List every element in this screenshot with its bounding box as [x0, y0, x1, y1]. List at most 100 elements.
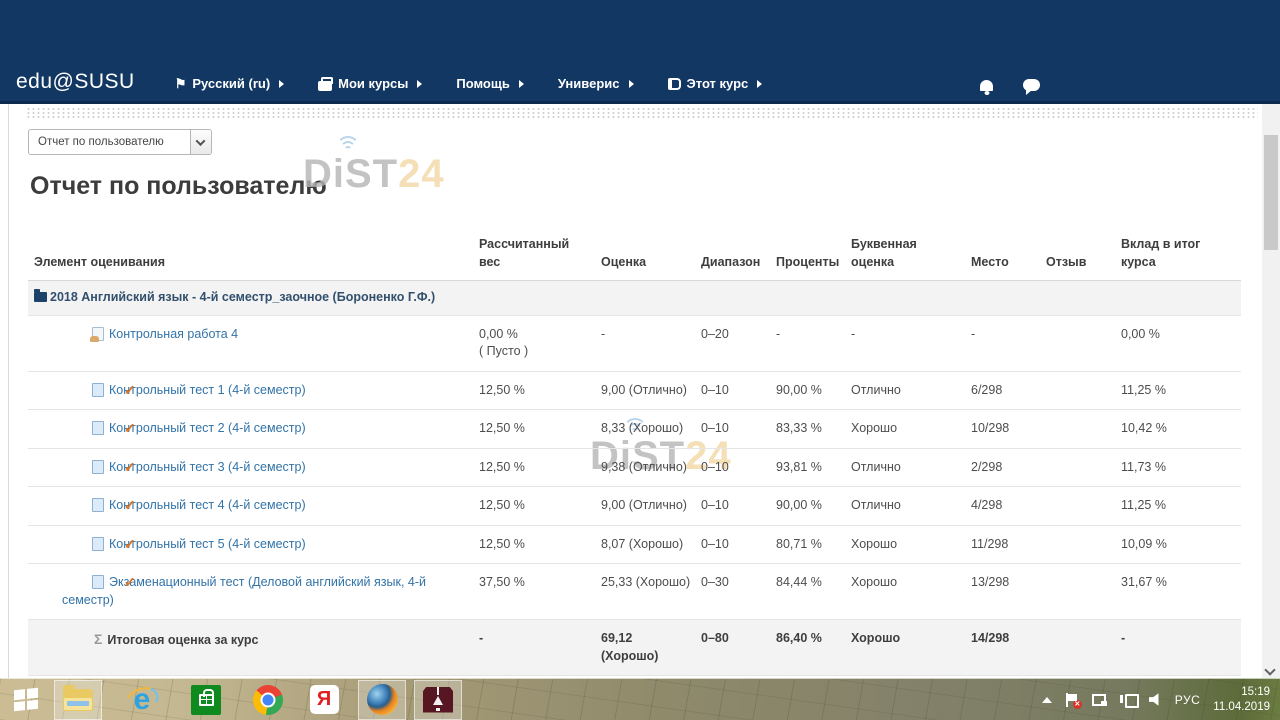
- cell-letter: Отлично: [851, 486, 971, 526]
- internet-explorer-icon: e: [121, 682, 163, 717]
- nav-language[interactable]: ⚑ Русский (ru): [174, 76, 285, 91]
- cell-grade: 8,33 (Хорошо): [601, 409, 701, 449]
- cell-letter: Хорошо: [851, 409, 971, 449]
- cell-contribution: 11,73 %: [1121, 448, 1241, 488]
- cell-range: 0–10: [701, 409, 776, 449]
- tray-date: 11.04.2019: [1213, 700, 1270, 713]
- cell-rank: 13/298: [971, 563, 1046, 621]
- cell-feedback: [1046, 315, 1121, 372]
- cell-contribution: 10,09 %: [1121, 525, 1241, 565]
- tray-expand-icon[interactable]: [1041, 696, 1052, 703]
- file-explorer-icon: [63, 684, 93, 711]
- cell-rank: 2/298: [971, 448, 1046, 488]
- notifications-bell-icon[interactable]: [980, 79, 993, 91]
- start-button[interactable]: [0, 680, 52, 720]
- cell-letter: Отлично: [851, 448, 971, 488]
- yandex-browser-button[interactable]: Я: [300, 680, 348, 720]
- cell-contribution: 11,25 %: [1121, 371, 1241, 411]
- windows-taskbar: e Я ✕ РУС 15:19 11.04.2019: [0, 678, 1280, 720]
- book-icon: [667, 77, 681, 90]
- item-link[interactable]: Контрольный тест 4 (4-й семестр): [109, 498, 306, 513]
- quiz-icon: [92, 419, 136, 439]
- cell-rank: 10/298: [971, 409, 1046, 449]
- cell-contribution: 0,00 %: [1121, 315, 1241, 372]
- quiz-icon: [92, 496, 136, 516]
- course-total-row: Σ Итоговая оценка за курс - 69,12 (Хорошо)…: [28, 619, 1241, 677]
- cell-feedback: [1046, 409, 1121, 449]
- category-row: 2018 Английский язык - 4-й семестр_заочн…: [28, 280, 1241, 316]
- cell-grade: -: [601, 315, 701, 372]
- scrollbar-down-arrow-icon[interactable]: [1264, 664, 1276, 676]
- col-grade-item: Элемент оценивания: [28, 231, 479, 282]
- firefox-button[interactable]: [358, 679, 406, 720]
- cell-percent: 90,00 %: [776, 486, 851, 526]
- cell-range: 0–10: [701, 486, 776, 526]
- flag-icon: ⚑: [174, 76, 187, 91]
- cell-range: 0–30: [701, 563, 776, 621]
- item-link[interactable]: Экзаменационный тест (Деловой английский…: [62, 575, 427, 607]
- cell-grade: 8,07 (Хорошо): [601, 525, 701, 565]
- cell-rank: 4/298: [971, 486, 1046, 526]
- col-contribution: Вклад в итог курса: [1121, 231, 1241, 282]
- cell-range: 0–10: [701, 525, 776, 565]
- cell-feedback: [1046, 563, 1121, 621]
- tray-time: 15:19: [1241, 686, 1270, 699]
- cell-weight: 12,50 %: [479, 525, 601, 565]
- vertical-scrollbar[interactable]: [1262, 104, 1280, 678]
- system-tray: ✕ РУС 15:19 11.04.2019: [1041, 685, 1280, 714]
- nav-this-course[interactable]: Этот курс: [667, 76, 763, 91]
- site-header: edu@SUSU ⚑ Русский (ru) Мои курсы Помощь…: [0, 0, 1280, 104]
- chrome-button[interactable]: [244, 680, 292, 720]
- scrollbar-thumb[interactable]: [1264, 135, 1278, 250]
- item-link[interactable]: Контрольный тест 1 (4-й семестр): [109, 382, 306, 397]
- briefcase-icon: [318, 76, 334, 91]
- report-type-select[interactable]: Отчет по пользователю: [28, 129, 212, 155]
- messages-chat-icon[interactable]: [1023, 79, 1040, 95]
- cell-percent: 93,81 %: [776, 448, 851, 488]
- cell-percent: 80,71 %: [776, 525, 851, 565]
- table-row: Контрольный тест 4 (4-й семестр) 12,50 %…: [28, 486, 1241, 526]
- cell-range: 0–80: [701, 619, 776, 677]
- action-center-flag-icon[interactable]: ✕: [1065, 692, 1082, 709]
- cell-grade: 9,00 (Отлично): [601, 371, 701, 411]
- table-row: Экзаменационный тест (Деловой английский…: [28, 563, 1241, 621]
- nav-my-courses[interactable]: Мои курсы: [318, 76, 423, 91]
- site-logo[interactable]: edu@SUSU: [16, 70, 135, 93]
- cell-feedback: [1046, 486, 1121, 526]
- select-dropdown-button[interactable]: [189, 130, 211, 154]
- taskbar-clock[interactable]: 15:19 11.04.2019: [1213, 685, 1270, 714]
- battery-icon[interactable]: [1119, 694, 1139, 708]
- archive-app-button[interactable]: [414, 679, 462, 720]
- cell-letter: Хорошо: [851, 619, 971, 677]
- main-nav: ⚑ Русский (ru) Мои курсы Помощь Универис…: [175, 76, 763, 95]
- volume-icon[interactable]: [1148, 693, 1159, 706]
- cell-weight: 12,50 %: [479, 486, 601, 526]
- header-icons: [980, 79, 1040, 95]
- item-link[interactable]: Контрольный тест 3 (4-й семестр): [109, 459, 306, 474]
- cell-letter: Хорошо: [851, 563, 971, 621]
- cell-weight: 37,50 %: [479, 563, 601, 621]
- cell-feedback: [1046, 371, 1121, 411]
- nav-help[interactable]: Помощь: [456, 76, 524, 91]
- cell-weight: 12,50 %: [479, 448, 601, 488]
- grades-table: Элемент оценивания Рассчитанный вес Оцен…: [28, 231, 1241, 677]
- item-link[interactable]: Контрольный тест 2 (4-й семестр): [109, 421, 306, 436]
- table-row: Контрольный тест 2 (4-й семестр) 12,50 %…: [28, 409, 1241, 449]
- network-icon[interactable]: [1091, 693, 1107, 706]
- nav-univeris[interactable]: Универис: [558, 76, 634, 91]
- cell-letter: Отлично: [851, 371, 971, 411]
- table-row: Контрольная работа 4 0,00 %( Пусто ) - 0…: [28, 315, 1241, 372]
- halftone-band: [26, 107, 1258, 118]
- item-link[interactable]: Контрольный тест 5 (4-й семестр): [109, 536, 306, 551]
- cell-grade: 25,33 (Хорошо): [601, 563, 701, 621]
- language-indicator[interactable]: РУС: [1174, 692, 1201, 707]
- cell-grade: 9,38 (Отлично): [601, 448, 701, 488]
- internet-explorer-button[interactable]: e: [118, 680, 166, 720]
- windows-store-button[interactable]: [182, 680, 230, 720]
- file-explorer-button[interactable]: [54, 679, 102, 720]
- item-link[interactable]: Контрольная работа 4: [109, 326, 239, 341]
- col-weight: Рассчитанный вес: [479, 231, 601, 282]
- cell-percent: 84,44 %: [776, 563, 851, 621]
- col-percent: Проценты: [776, 231, 851, 282]
- chevron-down-icon: [195, 135, 206, 146]
